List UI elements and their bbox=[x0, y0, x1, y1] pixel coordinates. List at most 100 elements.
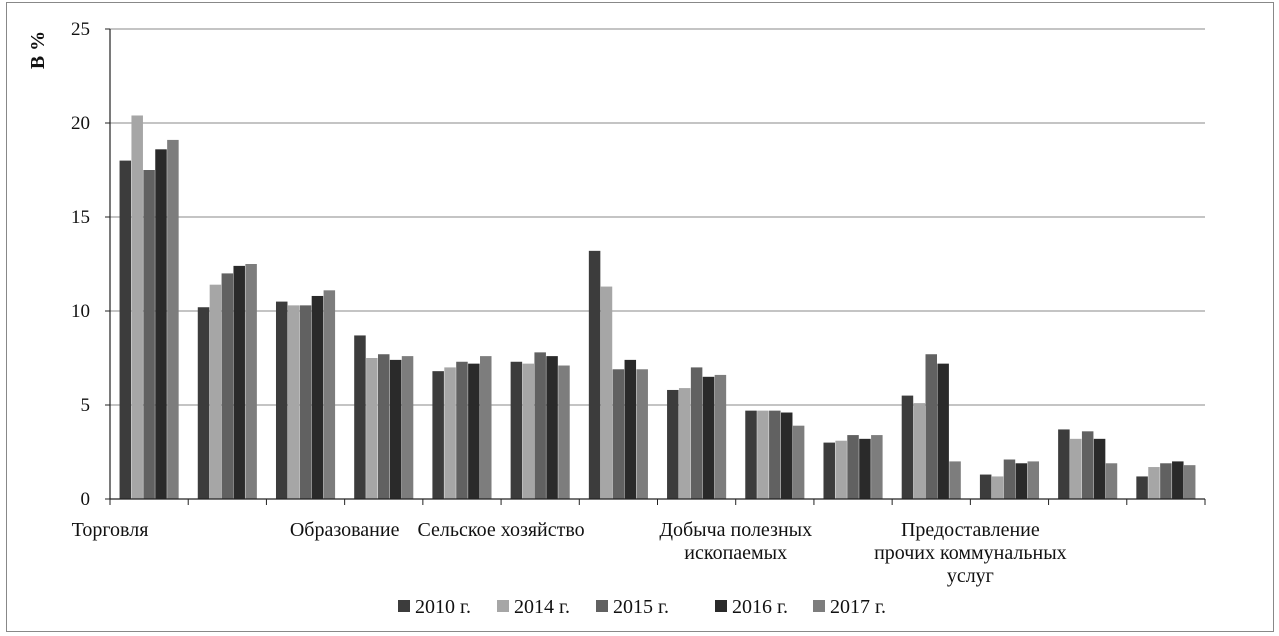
bar bbox=[1172, 461, 1184, 499]
bar bbox=[1015, 463, 1028, 499]
bars bbox=[119, 115, 1196, 500]
legend: 2010 г. 2014 г. 2015 г. 2016 г. 2017 г. bbox=[398, 596, 886, 618]
bar bbox=[1183, 465, 1196, 499]
bar bbox=[667, 389, 679, 499]
bar bbox=[949, 461, 961, 499]
bar bbox=[558, 365, 570, 499]
bar bbox=[1081, 431, 1094, 499]
bar bbox=[1070, 438, 1082, 499]
bar bbox=[299, 305, 312, 499]
bar bbox=[546, 356, 558, 499]
bar bbox=[937, 363, 949, 499]
category-label: Торговля bbox=[72, 519, 149, 541]
category-label: Сельское хозяйство bbox=[417, 519, 584, 541]
bar bbox=[432, 371, 444, 499]
bar bbox=[636, 369, 648, 499]
bar bbox=[769, 410, 781, 499]
bar bbox=[823, 442, 835, 499]
y-tick-label: 10 bbox=[71, 301, 90, 322]
bar bbox=[913, 403, 926, 499]
category-label: Образование bbox=[290, 519, 400, 541]
bar bbox=[690, 367, 703, 499]
y-tick-label: 20 bbox=[71, 113, 90, 134]
bar bbox=[1058, 429, 1070, 499]
bar bbox=[991, 476, 1004, 499]
bar bbox=[143, 170, 155, 499]
bar bbox=[714, 374, 727, 499]
bar bbox=[847, 435, 859, 499]
bar bbox=[835, 440, 847, 499]
bar bbox=[612, 369, 625, 499]
bar bbox=[757, 410, 769, 499]
bar bbox=[678, 388, 691, 499]
bar bbox=[131, 115, 143, 499]
bar bbox=[979, 474, 992, 499]
bar bbox=[233, 265, 245, 499]
bar bbox=[925, 354, 937, 499]
bar bbox=[197, 307, 210, 499]
bar bbox=[401, 356, 414, 499]
bar bbox=[534, 352, 546, 499]
bar bbox=[588, 250, 601, 499]
bar bbox=[1027, 461, 1040, 499]
gridlines bbox=[110, 28, 1205, 406]
bar bbox=[119, 160, 132, 499]
category-labels: Торговля Образование Сельское хозяйство Доб… bbox=[72, 519, 1067, 587]
bar bbox=[702, 376, 715, 499]
bar bbox=[275, 301, 288, 499]
legend-label: 2010 г. bbox=[415, 596, 471, 618]
bar bbox=[1105, 463, 1118, 499]
bar bbox=[167, 139, 179, 500]
axes bbox=[105, 28, 1206, 505]
bar bbox=[480, 356, 492, 499]
bar bbox=[1160, 463, 1172, 499]
bar bbox=[366, 358, 378, 499]
legend-swatch bbox=[398, 600, 410, 612]
bar bbox=[1136, 476, 1148, 499]
bar bbox=[354, 335, 366, 499]
category-label: Добыча полезных bbox=[659, 519, 812, 541]
category-label: ископаемых bbox=[684, 542, 787, 564]
bar bbox=[468, 363, 480, 499]
bar bbox=[389, 359, 402, 499]
y-tick-label: 15 bbox=[71, 207, 90, 228]
legend-label: 2015 г. bbox=[613, 596, 669, 618]
bar bbox=[456, 361, 468, 499]
bar bbox=[287, 305, 300, 499]
legend-label: 2016 г. bbox=[732, 596, 788, 618]
y-tick-label: 0 bbox=[81, 489, 91, 510]
bar bbox=[859, 438, 871, 499]
category-label: прочих коммунальных bbox=[874, 542, 1067, 564]
bar bbox=[745, 410, 757, 499]
bar bbox=[444, 367, 456, 499]
bar bbox=[311, 295, 324, 499]
bar bbox=[209, 284, 222, 499]
bar bbox=[323, 290, 336, 499]
bar bbox=[600, 286, 613, 499]
bar bbox=[155, 149, 167, 499]
y-tick-label: 5 bbox=[81, 395, 91, 416]
legend-swatch bbox=[715, 600, 727, 612]
bar bbox=[624, 359, 637, 499]
bar bbox=[1148, 467, 1160, 499]
legend-swatch bbox=[596, 600, 608, 612]
bar bbox=[780, 412, 793, 499]
bar bbox=[1093, 438, 1106, 499]
y-axis-label: В % bbox=[27, 31, 49, 69]
legend-label: 2014 г. bbox=[514, 596, 570, 618]
bar bbox=[245, 264, 257, 499]
legend-label: 2017 г. bbox=[830, 596, 886, 618]
bar bbox=[1003, 459, 1016, 499]
y-tick-labels: 0 5 10 15 20 25 bbox=[71, 19, 90, 510]
bar bbox=[510, 361, 523, 499]
category-label: услуг bbox=[947, 565, 994, 587]
category-label: Предоставление bbox=[901, 519, 1040, 541]
y-tick-label: 25 bbox=[71, 19, 90, 40]
bar bbox=[792, 425, 805, 499]
bar bbox=[378, 354, 390, 499]
legend-swatch bbox=[497, 600, 509, 612]
bar bbox=[901, 395, 914, 499]
bar bbox=[871, 435, 883, 499]
bar bbox=[221, 273, 234, 499]
